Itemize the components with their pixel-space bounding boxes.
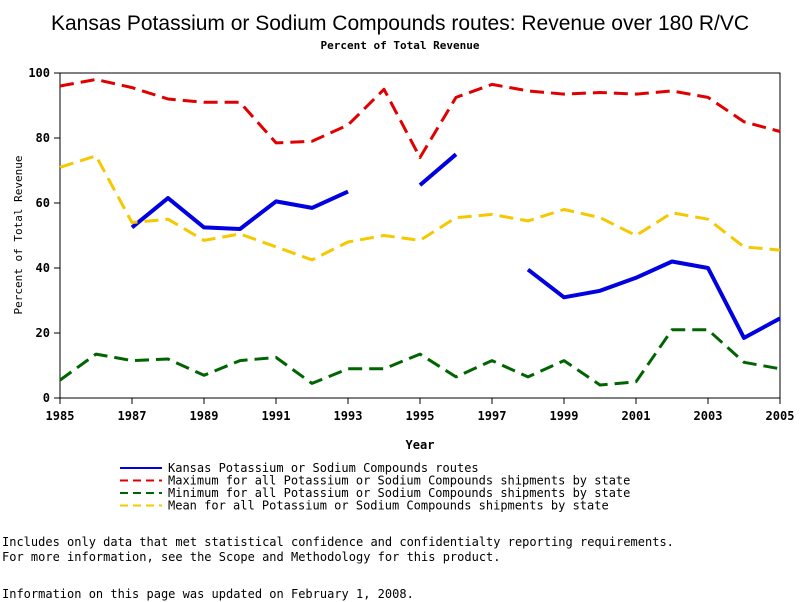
y-tick-label: 80 (36, 131, 50, 145)
footnote-updated: Information on this page was updated on … (2, 587, 414, 601)
chart-subtitle: Percent of Total Revenue (321, 39, 480, 52)
x-tick-label: 1991 (262, 409, 291, 423)
legend-label: Maximum for all Potassium or Sodium Comp… (168, 474, 630, 488)
x-tick-label: 2005 (766, 409, 795, 423)
legend: Kansas Potassium or Sodium Compounds rou… (120, 461, 630, 513)
y-axis: 0 20 40 60 80 100 (28, 66, 60, 405)
x-tick-label: 1987 (118, 409, 147, 423)
series-line (130, 189, 349, 231)
footnote-methodology: For more information, see the Scope and … (2, 550, 501, 564)
series-layer (59, 78, 781, 387)
x-tick-label: 2003 (694, 409, 723, 423)
x-tick-label: 1997 (478, 409, 507, 423)
x-tick-label: 1989 (190, 409, 219, 423)
x-tick-label: 1993 (334, 409, 363, 423)
series-line (418, 152, 458, 187)
plot-frame (59, 72, 781, 399)
series-3 (59, 154, 781, 262)
y-tick-label: 100 (28, 66, 50, 80)
x-axis-label: Year (406, 438, 435, 452)
x-tick-label: 1995 (406, 409, 435, 423)
legend-label: Mean for all Potassium or Sodium Compoun… (168, 499, 609, 513)
chart-title: Kansas Potassium or Sodium Compounds rou… (51, 12, 749, 35)
series-2 (59, 328, 781, 387)
series-0 (130, 152, 781, 340)
footnote-confidence: Includes only data that met statistical … (2, 535, 674, 549)
series-line (59, 328, 781, 387)
legend-label: Minimum for all Potassium or Sodium Comp… (168, 486, 630, 500)
x-tick-label: 2001 (622, 409, 651, 423)
y-tick-label: 40 (36, 261, 50, 275)
series-line (526, 259, 781, 340)
y-axis-label: Percent of Total Revenue (12, 156, 25, 315)
x-tick-label: 1999 (550, 409, 579, 423)
series-1 (59, 78, 781, 159)
y-tick-label: 60 (36, 196, 50, 210)
y-tick-label: 0 (43, 391, 50, 405)
x-axis: 1985 1987 1989 1991 1993 1995 1997 1999 2001 2003… (46, 398, 795, 423)
series-line (59, 154, 781, 262)
series-line (59, 78, 781, 159)
legend-label: Kansas Potassium or Sodium Compounds rou… (168, 461, 479, 475)
x-tick-label: 1985 (46, 409, 75, 423)
y-tick-label: 20 (36, 326, 50, 340)
